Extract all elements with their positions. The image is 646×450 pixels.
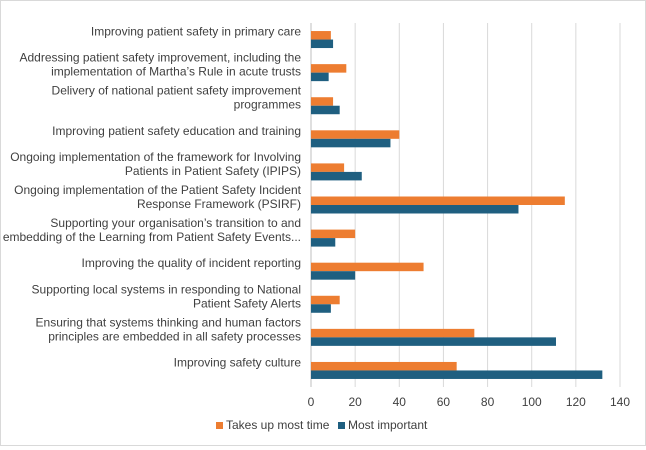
category-label-line: Improving safety culture: [174, 355, 302, 369]
bar-takes-up-most-time: [311, 328, 475, 338]
legend-swatch: [338, 422, 345, 429]
bar-takes-up-most-time: [311, 361, 457, 371]
legend-label: Most important: [348, 418, 428, 432]
category-label-line: Ongoing implementation of the framework …: [10, 150, 301, 164]
category-label: Improving the quality of incident report…: [82, 256, 301, 270]
x-tick-label: 140: [610, 395, 630, 409]
bar-takes-up-most-time: [311, 97, 334, 106]
category-label-line: Supporting your organisation’s transitio…: [50, 216, 301, 230]
bar-takes-up-most-time: [311, 163, 345, 172]
bar-most-important: [311, 205, 519, 214]
bar-takes-up-most-time: [311, 262, 424, 272]
category-label-line: embedding of the Learning from Patient S…: [3, 230, 301, 244]
bar-takes-up-most-time: [311, 295, 340, 305]
category-label-line: Delivery of national patient safety impr…: [52, 84, 302, 98]
bar-takes-up-most-time: [311, 64, 347, 73]
category-label: Ongoing implementation of the Patient Sa…: [14, 183, 302, 211]
x-tick-label: 120: [566, 395, 586, 409]
category-label: Delivery of national patient safety impr…: [52, 84, 302, 112]
category-label-line: Patient Safety Alerts: [193, 296, 301, 310]
bar-most-important: [311, 337, 556, 346]
bar-most-important: [311, 105, 340, 115]
bar-most-important: [311, 138, 391, 148]
category-label: Supporting your organisation’s transitio…: [3, 216, 301, 244]
category-label-line: Ongoing implementation of the Patient Sa…: [14, 183, 302, 197]
bar-most-important: [311, 39, 334, 49]
bar-takes-up-most-time: [311, 229, 356, 239]
x-tick-label: 0: [308, 395, 315, 409]
legend-label: Takes up most time: [226, 418, 330, 432]
category-label: Improving safety culture: [174, 355, 302, 369]
category-label-line: Ensuring that systems thinking and human…: [36, 315, 301, 329]
category-label-line: Improving patient safety in primary care: [91, 25, 301, 39]
category-label-line: programmes: [234, 98, 301, 112]
category-label-line: implementation of Martha’s Rule in acute…: [51, 65, 301, 79]
x-tick-label: 100: [522, 395, 542, 409]
category-label-line: Addressing patient safety improvement, i…: [20, 51, 302, 65]
bar-most-important: [311, 238, 336, 247]
category-label: Addressing patient safety improvement, i…: [20, 51, 302, 79]
category-label-line: Improving the quality of incident report…: [82, 256, 301, 270]
x-tick-label: 60: [437, 395, 451, 409]
bar-takes-up-most-time: [311, 130, 400, 139]
category-label: Ensuring that systems thinking and human…: [36, 315, 301, 343]
category-label: Improving patient safety education and t…: [52, 124, 301, 138]
category-label-line: Improving patient safety education and t…: [52, 124, 301, 138]
category-label: Ongoing implementation of the framework …: [10, 150, 301, 178]
bar-most-important: [311, 304, 331, 313]
x-tick-label: 40: [393, 395, 407, 409]
bar-most-important: [311, 171, 362, 181]
bar-most-important: [311, 271, 356, 280]
category-label-line: Patients in Patient Safety (IPIPS): [125, 164, 301, 178]
category-label-line: Response Framework (PSIRF): [137, 197, 301, 211]
category-label-line: principles are embedded in all safety pr…: [48, 329, 301, 343]
bar-most-important: [311, 370, 603, 379]
x-tick-label: 20: [348, 395, 362, 409]
legend-swatch: [216, 422, 223, 429]
category-label-line: Supporting local systems in responding t…: [32, 282, 301, 296]
category-label: Improving patient safety in primary care: [91, 25, 301, 39]
bar-most-important: [311, 72, 329, 82]
category-label: Supporting local systems in responding t…: [32, 282, 301, 310]
bar-takes-up-most-time: [311, 31, 331, 40]
bar-takes-up-most-time: [311, 196, 565, 205]
x-tick-label: 80: [481, 395, 495, 409]
